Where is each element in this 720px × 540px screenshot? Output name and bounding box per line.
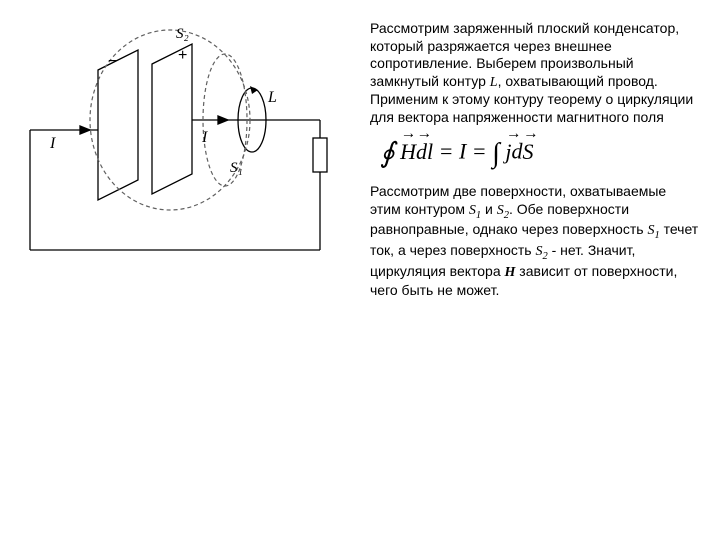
- eq-j: j: [505, 138, 511, 166]
- diagram-svg: I I L S₁ S₂ − +: [20, 20, 360, 280]
- label-I-mid: I: [201, 129, 208, 146]
- eq-oint: ∮: [380, 136, 395, 171]
- eq-S: S: [522, 138, 533, 166]
- eq-I: I: [459, 139, 466, 164]
- circulation-equation: ∮ Hdl = I = ∫ jdS: [380, 136, 700, 171]
- p2-S2: S: [497, 203, 504, 218]
- label-S1: S₁: [230, 160, 243, 176]
- label-L: L: [267, 89, 277, 106]
- eq-int: ∫: [492, 136, 500, 171]
- p2-H: H: [505, 265, 516, 280]
- label-minus: −: [108, 53, 117, 70]
- eq-dl: dl: [416, 138, 433, 166]
- p2-b: и: [481, 201, 497, 217]
- label-I-left: I: [49, 135, 56, 152]
- paragraph-2: Рассмотрим две поверхности, охватываемые…: [370, 183, 700, 299]
- eq-H: H: [400, 138, 416, 166]
- circuit-diagram: I I L S₁ S₂ − +: [20, 20, 360, 520]
- eq-eq: =: [439, 139, 459, 164]
- eq-eq2: =: [472, 139, 492, 164]
- p2-S1: S: [469, 203, 476, 218]
- text-column: Рассмотрим заряженный плоский конденсато…: [370, 20, 700, 520]
- label-plus: +: [178, 47, 187, 64]
- label-S2: S₂: [176, 26, 189, 42]
- paragraph-1: Рассмотрим заряженный плоский конденсато…: [370, 20, 700, 126]
- p1-L: L: [490, 75, 498, 90]
